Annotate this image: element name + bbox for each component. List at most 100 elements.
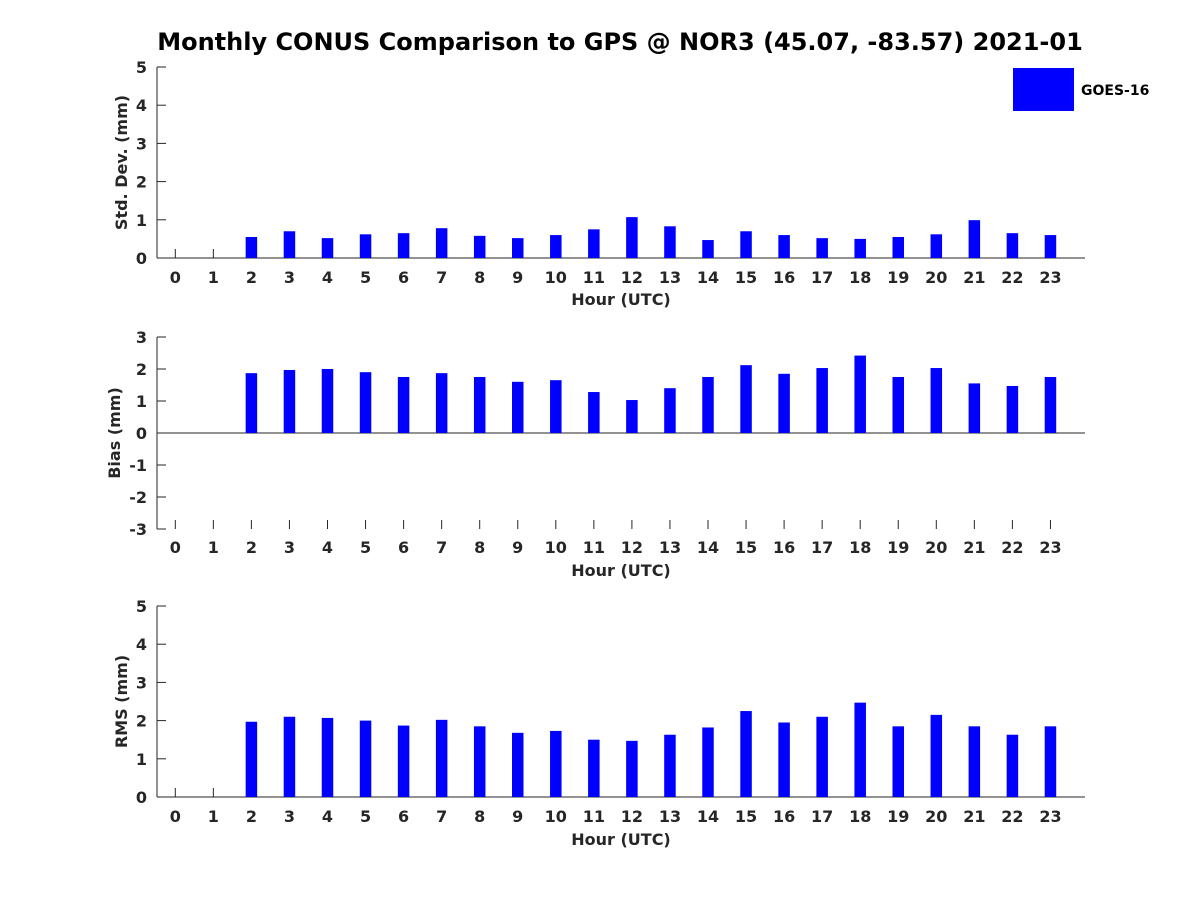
panel-2-y-tick-label: 1 [136,392,147,411]
panel-1-x-tick-label: 4 [322,268,333,287]
panel-2-y-axis-label: Bias (mm) [105,387,124,479]
panel-2-bar-hour-20 [930,368,943,433]
panel-2-y-tick-label: -3 [129,520,147,539]
panel-2-bar-hour-11 [588,392,600,433]
panel-1-x-tick-label: 9 [512,268,523,287]
panel-3-y-axis-label: RMS (mm) [112,655,131,748]
panel-3-bar-hour-5 [359,720,372,797]
panel-1-bar-hour-13 [664,226,676,258]
panel-2-x-tick-label: 2 [246,538,257,557]
panel-3-x-tick-label: 13 [659,807,681,826]
panel-3-bar-hour-10 [550,730,562,797]
panel-3-x-axis-label: Hour (UTC) [571,830,671,849]
panel-3-x-tick-label: 19 [887,807,909,826]
panel-1-x-tick-label: 0 [170,268,181,287]
panel-3-bar-hour-18 [854,702,866,797]
panel-2-x-tick-label: 14 [697,538,719,557]
panel-1-x-tick-label: 16 [773,268,795,287]
panel-2-x-tick-label: 1 [208,538,219,557]
panel-1-x-tick-label: 8 [474,268,485,287]
panel-3-bar-hour-2 [245,721,258,797]
panel-1-bar-hour-4 [321,238,334,258]
panel-1-bar-hour-19 [892,236,904,258]
panel-1-x-tick-label: 5 [360,268,371,287]
panel-2-bar-hour-10 [550,380,562,433]
panel-2-bar-hour-4 [321,369,334,433]
panel-1-x-tick-label: 2 [246,268,257,287]
panel-3-y-tick-label: 1 [136,750,147,769]
panel-2-x-tick-label: 9 [512,538,523,557]
panel-2-x-tick-label: 6 [398,538,409,557]
panel-1-bar-hour-3 [283,231,296,258]
panel-3-bar-hour-19 [892,726,904,797]
panel-1-y-tick-label: 2 [136,173,147,192]
panel-3-y-tick-label: 3 [136,673,147,692]
chart-title: Monthly CONUS Comparison to GPS @ NOR3 (… [157,28,1083,56]
panel-2-bar-hour-8 [473,377,486,433]
panel-3-x-tick-label: 23 [1039,807,1061,826]
panel-3-x-tick-label: 18 [849,807,871,826]
panel-3-x-tick-label: 5 [360,807,371,826]
panel-2-bar-hour-22 [1006,385,1019,433]
panel-2-x-tick-label: 13 [659,538,681,557]
panel-2-x-tick-label: 10 [545,538,567,557]
panel-3-x-tick-label: 9 [512,807,523,826]
panel-3-bar-hour-11 [588,739,600,797]
panel-2-x-tick-label: 17 [811,538,833,557]
panel-3-bar-hour-17 [816,716,828,797]
panel-2-y-tick-label: 2 [136,360,147,379]
panel-1-bar-hour-20 [930,234,943,258]
panel-2-y-tick-label: -1 [129,456,147,475]
panel-2-bar-hour-9 [512,381,524,433]
panel-3-x-tick-label: 0 [170,807,181,826]
panel-1-x-tick-label: 7 [436,268,447,287]
panel-3-x-tick-label: 10 [545,807,567,826]
legend-label: GOES-16 [1081,83,1149,99]
panel-1-bar-hour-17 [816,238,828,258]
panel-3-bar-hour-9 [512,732,524,797]
panel-2-bar-hour-23 [1044,377,1057,433]
panel-2-bar-hour-12 [626,400,638,433]
panel-1-x-tick-label: 12 [621,268,643,287]
panel-3-bar-hour-23 [1044,726,1057,797]
panel-3-bar-hour-3 [283,716,296,797]
panel-2-bar-hour-6 [397,377,410,433]
panel-1-bar-hour-18 [854,238,866,258]
panel-1-bar-hour-11 [588,229,600,258]
panel-2-x-tick-label: 21 [963,538,985,557]
panel-1-bar-hour-7 [435,228,448,258]
panel-3-x-tick-label: 15 [735,807,757,826]
panel-2-bar-hour-7 [435,373,448,433]
panel-2-x-tick-label: 4 [322,538,333,557]
panel-1-bar-hour-6 [397,233,410,258]
panel-1-x-tick-label: 19 [887,268,909,287]
panel-3-x-tick-label: 4 [322,807,333,826]
panel-1-x-tick-label: 13 [659,268,681,287]
panel-2-y-tick-label: 3 [136,328,147,347]
panel-1-y-tick-label: 4 [136,96,147,115]
panel-1-bar-hour-10 [550,235,562,258]
panel-3-x-tick-label: 7 [436,807,447,826]
panel-2-x-tick-label: 15 [735,538,757,557]
panel-1-y-axis-label: Std. Dev. (mm) [112,95,131,230]
panel-2-x-tick-label: 8 [474,538,485,557]
panel-3-bar-hour-13 [664,734,676,797]
panel-3-y-tick-label: 4 [136,635,147,654]
panel-2-bar-hour-14 [702,377,714,433]
panel-3-x-tick-label: 8 [474,807,485,826]
panel-3-x-tick-label: 3 [284,807,295,826]
panel-1-x-tick-label: 15 [735,268,757,287]
panel-2-x-tick-label: 22 [1001,538,1023,557]
panel-2-bar-hour-2 [245,373,258,433]
panel-2-bar-hour-13 [664,388,676,433]
panel-3-bar-hour-16 [778,722,790,797]
panel-1-bar-hour-8 [473,235,486,258]
panel-3-x-tick-label: 21 [963,807,985,826]
panel-2-bar-hour-21 [968,383,981,433]
panel-3-x-tick-label: 11 [583,807,605,826]
panel-3-y-tick-label: 5 [136,597,147,616]
panel-1-x-tick-label: 1 [208,268,219,287]
panel-3-x-tick-label: 12 [621,807,643,826]
panel-1-x-tick-label: 21 [963,268,985,287]
